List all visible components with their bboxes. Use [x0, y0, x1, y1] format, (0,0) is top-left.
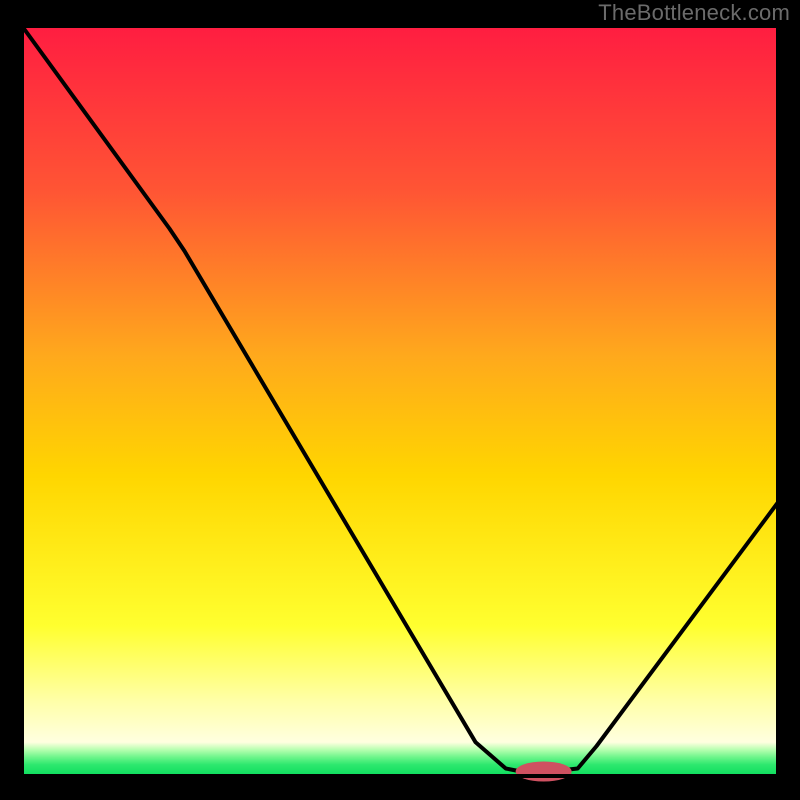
chart-stage: TheBottleneck.com — [0, 0, 800, 800]
optimum-marker — [516, 762, 572, 782]
chart-svg — [0, 0, 800, 800]
plot-background — [22, 26, 778, 776]
watermark-text: TheBottleneck.com — [598, 0, 790, 26]
